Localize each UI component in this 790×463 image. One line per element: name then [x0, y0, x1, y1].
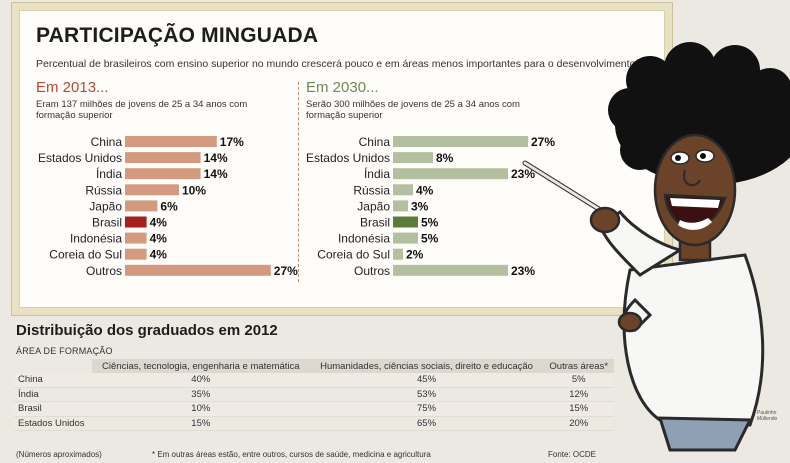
value-label: 2% — [406, 248, 424, 262]
value-label: 4% — [416, 183, 434, 197]
row-country: Estados Unidos — [14, 416, 92, 431]
column-header-humanities: Humanidades, ciências sociais, direito e… — [309, 359, 544, 373]
cell-value: 45% — [309, 373, 544, 388]
value-label: 4% — [150, 248, 168, 262]
value-label: 8% — [436, 151, 454, 165]
bar-2030-índia — [393, 168, 508, 180]
page-title: PARTICIPAÇÃO MINGUADA — [36, 24, 319, 47]
value-label: 27% — [531, 135, 555, 149]
cell-value: 12% — [543, 387, 614, 402]
source-credit: Fonte: OCDE — [548, 450, 597, 459]
bar-2013-estados-unidos — [125, 152, 201, 164]
cell-value: 15% — [543, 401, 614, 417]
row-country: Brasil — [14, 401, 92, 417]
category-label: China — [359, 135, 391, 149]
bar-2013-china — [125, 136, 217, 147]
table-corner-cell — [14, 359, 92, 373]
column-header-other: Outras áreas* — [543, 359, 614, 373]
table-row: Estados Unidos 15% 65% 20% — [14, 416, 614, 431]
table-row: China 40% 45% 5% — [14, 373, 614, 388]
category-label: Outros — [354, 264, 390, 278]
cell-value: 53% — [309, 387, 544, 402]
value-label: 3% — [411, 199, 429, 213]
bar-2030-estados-unidos — [393, 152, 433, 164]
subtitle: Percentual de brasileiros com ensino sup… — [36, 58, 636, 70]
bar-charts: China 17% Estados Unidos 14% Índia 14% Rússia 1… — [38, 135, 555, 278]
artist-signature: Paulinho Müllendo — [757, 410, 778, 422]
value-label: 10% — [182, 183, 206, 197]
distribution-title: Distribuição dos graduados em 2012 — [16, 322, 278, 339]
other-areas-footnote: * Em outras áreas estão, entre outros, c… — [152, 450, 431, 459]
table-row: Índia 35% 53% 12% — [14, 387, 614, 402]
cell-value: 75% — [309, 401, 544, 417]
category-label: Japão — [89, 199, 122, 213]
bar-2030-rússia — [393, 184, 413, 196]
category-label: Rússia — [353, 183, 390, 197]
cell-value: 35% — [92, 387, 310, 402]
row-country: China — [14, 373, 92, 388]
cell-value: 5% — [543, 373, 614, 388]
category-label: Coreia do Sul — [317, 248, 390, 262]
category-label: Brasil — [360, 216, 390, 230]
value-label: 6% — [160, 199, 178, 213]
bar-2030-coreia-do-sul — [393, 248, 403, 260]
area-caption: ÁREA DE FORMAÇÃO — [16, 346, 113, 356]
value-label: 5% — [421, 216, 439, 230]
table-header-row: Ciências, tecnologia, engenharia e matem… — [14, 359, 614, 373]
bar-2030-indonésia — [393, 232, 418, 244]
distribution-table: Ciências, tecnologia, engenharia e matem… — [14, 359, 614, 431]
category-label: Japão — [357, 199, 390, 213]
value-label: 5% — [421, 232, 439, 246]
panel-2013-description: Eram 137 milhões de jovens de 25 a 34 an… — [36, 99, 248, 121]
value-label: 27% — [274, 264, 298, 278]
bar-2013-rússia — [125, 184, 179, 196]
value-label: 14% — [204, 151, 228, 165]
bar-2013-índia — [125, 168, 201, 180]
bar-2013-indonésia — [125, 232, 147, 244]
value-label: 23% — [511, 264, 535, 278]
value-label: 4% — [150, 216, 168, 230]
cell-value: 20% — [543, 416, 614, 431]
value-label: 14% — [204, 167, 228, 181]
panel-divider — [298, 82, 299, 282]
cell-value: 15% — [92, 416, 310, 431]
category-label: China — [91, 135, 123, 149]
bar-2030-outros — [393, 264, 508, 276]
approximate-numbers-note: (Números aproximados) — [16, 450, 102, 459]
category-label: Indonésia — [338, 232, 390, 246]
chalkboard-frame — [12, 3, 672, 315]
cell-value: 40% — [92, 373, 310, 388]
category-label: Outros — [86, 264, 122, 278]
panel-2030-description: Serão 300 milhões de jovens de 25 a 34 a… — [306, 99, 520, 121]
column-header-stem: Ciências, tecnologia, engenharia e matem… — [92, 359, 310, 373]
professor-illustration — [522, 42, 790, 452]
value-label: 17% — [220, 135, 244, 149]
panel-2013-heading: Em 2013... — [36, 79, 109, 96]
cell-value: 65% — [309, 416, 544, 431]
value-label: 23% — [511, 167, 535, 181]
category-label: Rússia — [85, 183, 122, 197]
category-label: Estados Unidos — [306, 151, 390, 165]
bar-2013-coreia-do-sul — [125, 248, 147, 260]
bar-2030-brasil — [393, 216, 418, 228]
panel-2030-heading: Em 2030... — [306, 79, 379, 96]
category-label: Coreia do Sul — [49, 248, 122, 262]
category-label: Estados Unidos — [38, 151, 122, 165]
bar-2013-outros — [125, 264, 271, 276]
bar-2013-brasil — [125, 216, 147, 228]
table-row: Brasil 10% 75% 15% — [14, 401, 614, 417]
bar-2013-japão — [125, 200, 158, 212]
cell-value: 10% — [92, 401, 310, 417]
category-label: Índia — [364, 166, 390, 181]
value-label: 4% — [150, 232, 168, 246]
row-country: Índia — [14, 387, 92, 402]
category-label: Índia — [96, 166, 122, 181]
category-label: Indonésia — [70, 232, 122, 246]
bar-2030-china — [393, 136, 528, 147]
category-label: Brasil — [92, 216, 122, 230]
bar-2030-japão — [393, 200, 408, 212]
